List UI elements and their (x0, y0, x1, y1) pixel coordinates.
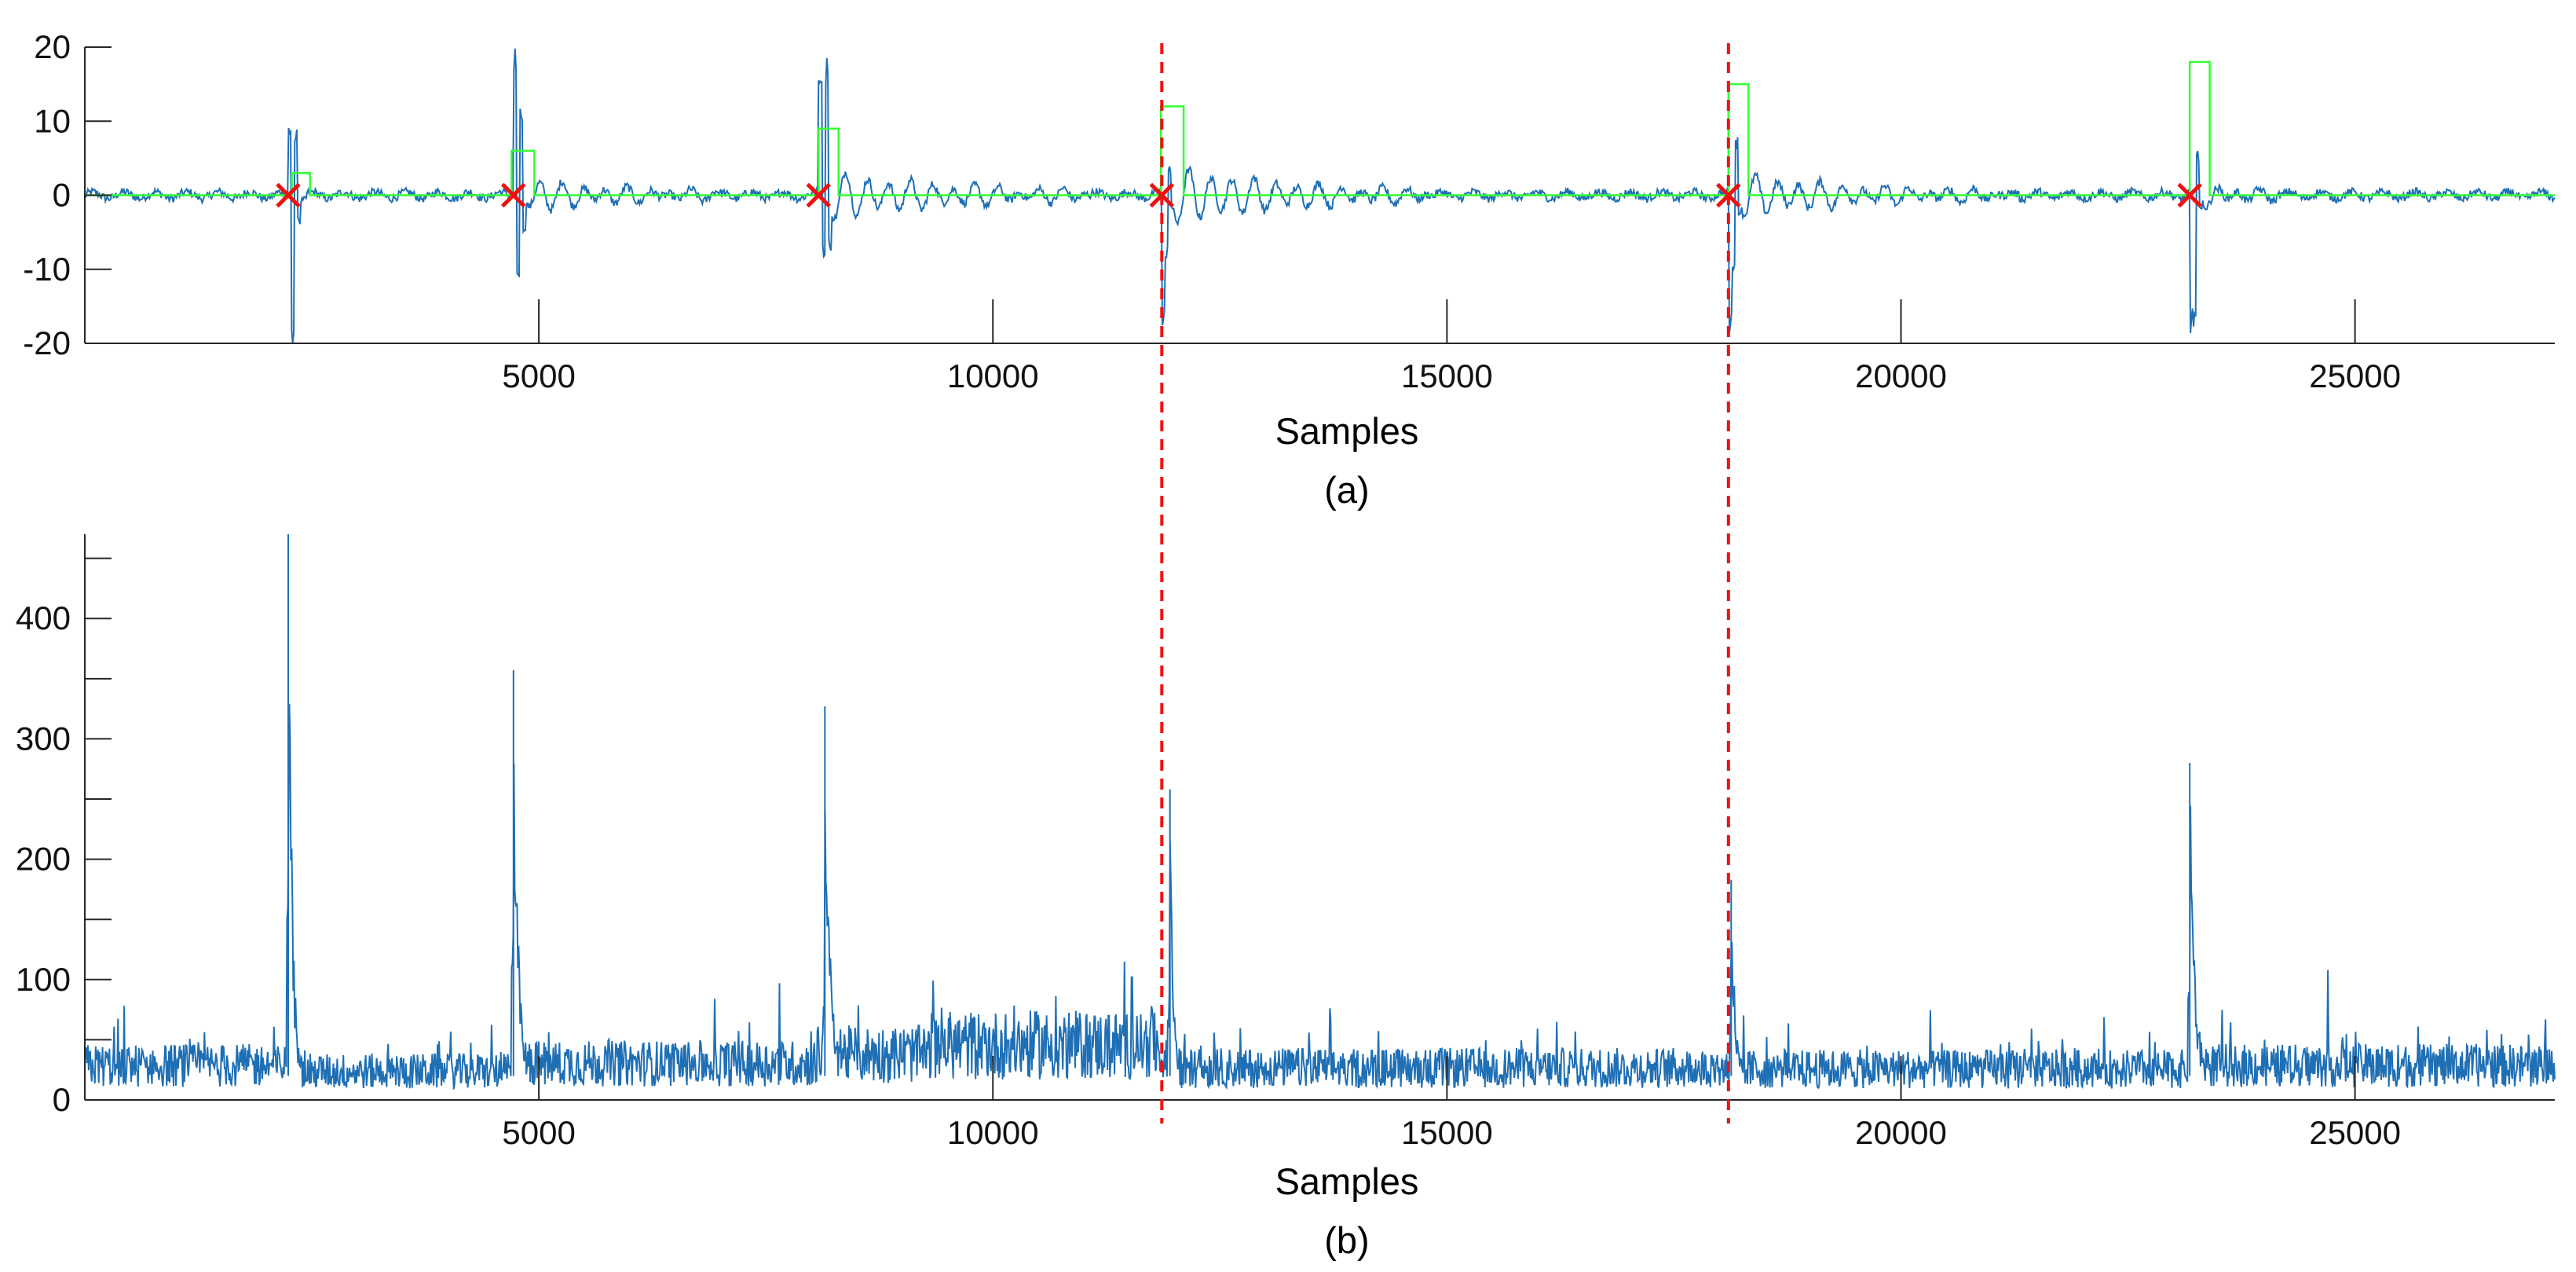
panel-a-x-axis-title: Samples (1275, 410, 1419, 452)
panel-b-y-tick-label: 200 (16, 841, 71, 878)
panel-a-x-ticks: 5000 10000 15000 20000 25000 (502, 299, 2401, 394)
panel-a: -20 -10 0 10 20 5000 10000 15000 20000 25000 Sam… (23, 28, 2556, 511)
panel-b-x-ticks: 5000 10000 15000 20000 25000 (502, 1056, 2401, 1151)
panel-a-y-tick-label: 0 (53, 177, 71, 214)
panel-a-detection-window (85, 60, 2555, 196)
panel-b-energy-line (84, 534, 2556, 1090)
panel-b-x-tick-label: 5000 (502, 1114, 575, 1151)
panel-a-x-tick-label: 5000 (502, 357, 575, 394)
panel-b-y-tick-label: 300 (16, 720, 71, 757)
panel-a-x-tick-label: 20000 (1855, 357, 1947, 394)
panel-a-y-tick-label: 10 (34, 102, 71, 139)
event-dividers (1160, 43, 1730, 1124)
panel-b-x-tick-label: 25000 (2309, 1114, 2401, 1151)
panel-a-y-tick-label: -10 (23, 251, 71, 288)
panel-b-y-tick-label: 400 (16, 599, 71, 636)
onset-marker (276, 182, 301, 208)
onset-marker (806, 182, 832, 208)
panel-b-plot-area (84, 534, 2556, 1090)
panel-a-y-tick-label: -20 (23, 324, 71, 361)
panel-b-x-axis-title: Samples (1275, 1160, 1419, 1202)
panel-b-x-tick-label: 20000 (1855, 1114, 1947, 1151)
panel-a-plot-area (84, 48, 2556, 344)
panel-b-x-tick-label: 10000 (947, 1114, 1039, 1151)
panel-b: 0 100 200 300 400 5000 10000 15000 20000 25000 S… (16, 534, 2556, 1261)
panel-b-y-tick-label: 0 (53, 1081, 71, 1118)
panel-b-caption: (b) (1324, 1219, 1369, 1261)
panel-b-x-tick-label: 15000 (1401, 1114, 1493, 1151)
panel-a-y-tick-label: 20 (34, 28, 71, 65)
panel-a-x-tick-label: 25000 (2309, 357, 2401, 394)
panel-a-caption: (a) (1324, 469, 1369, 511)
onset-marker (2177, 182, 2202, 208)
panel-b-y-ticks: 0 100 200 300 400 (16, 557, 112, 1118)
panel-a-y-ticks: -20 -10 0 10 20 (23, 28, 112, 361)
onset-marker (500, 182, 526, 208)
panel-a-x-tick-label: 10000 (947, 357, 1039, 394)
panel-a-x-tick-label: 15000 (1401, 357, 1493, 394)
panel-b-y-tick-label: 100 (16, 961, 71, 998)
